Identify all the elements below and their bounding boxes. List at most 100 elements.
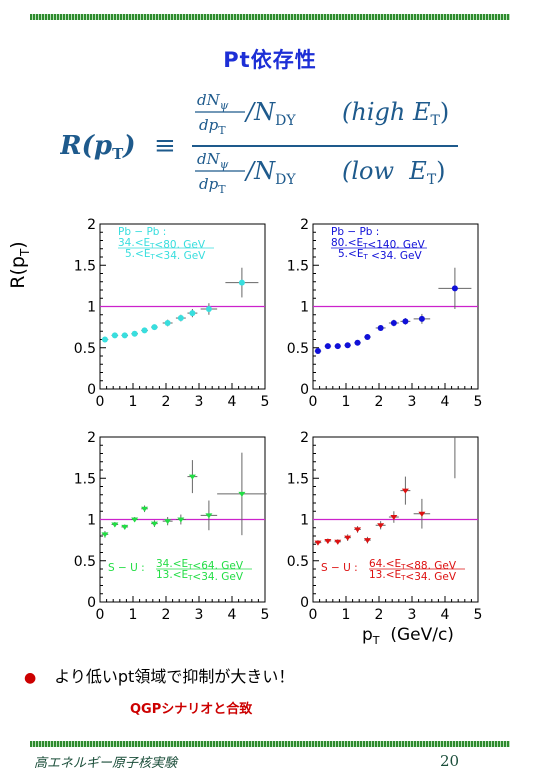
- y-tick-label: 0: [87, 595, 96, 611]
- y-tick-label: 0: [87, 382, 96, 398]
- point-marker: [101, 336, 108, 343]
- point-marker: [314, 348, 321, 355]
- svg-text:dNψ: dNψ: [197, 150, 229, 171]
- data-point: [175, 314, 186, 322]
- pt-ratio-plots: R(pT) pT (GeV/c) 0 1 2 3 4 5 0 0.5 1 1.5 2 Pb − Pb …: [7, 217, 483, 647]
- x-tick-label: 2: [375, 394, 384, 410]
- point-marker: [324, 343, 331, 350]
- ratio-formula: R(pT) ≡ dNψ dpT /NDY (high ET) dNψ dpT /…: [60, 91, 458, 196]
- point-marker: [334, 343, 341, 350]
- y-tick-label: 1: [87, 513, 96, 529]
- svg-text:dpT: dpT: [199, 116, 226, 137]
- point-marker: [364, 334, 371, 341]
- point-marker: [390, 320, 397, 326]
- point-marker: [334, 539, 342, 545]
- data-point: [121, 524, 129, 530]
- point-marker: [418, 511, 426, 517]
- point-marker: [131, 517, 139, 523]
- svg-text:(low ET): (low ET): [342, 157, 446, 188]
- data-point: [187, 308, 198, 318]
- point-marker: [150, 521, 158, 527]
- x-tick-label: 4: [441, 394, 450, 410]
- data-point: [324, 538, 332, 544]
- x-tick-label: 4: [441, 607, 450, 623]
- legend-line: 13.<ET<34. GeV: [369, 569, 457, 583]
- point-marker: [205, 305, 212, 312]
- x-tick-label: 1: [342, 394, 351, 410]
- y-tick-label: 0: [300, 595, 309, 611]
- x-tick-label: 5: [261, 394, 270, 410]
- y-tick-label: 1: [300, 300, 309, 316]
- y-tick-label: 0.5: [287, 554, 309, 570]
- data-point: [324, 343, 332, 350]
- x-tick-label: 4: [228, 394, 237, 410]
- x-tick-label: 5: [474, 394, 483, 410]
- x-tick-label: 2: [162, 394, 171, 410]
- y-tick-label: 0.5: [287, 341, 309, 357]
- y-tick-label: 0.5: [74, 554, 96, 570]
- data-point: [363, 536, 371, 544]
- y-tick-label: 0: [300, 382, 309, 398]
- den-dp-sub: T: [218, 183, 226, 196]
- data-point: [121, 332, 129, 339]
- point-marker: [205, 513, 213, 519]
- formula-equiv: ≡: [154, 131, 176, 161]
- y-axis-label: R(pT): [7, 241, 32, 288]
- num-dn: dN: [197, 91, 221, 109]
- data-point: [141, 505, 149, 513]
- data-point: [217, 452, 267, 536]
- point-marker: [164, 519, 172, 525]
- num-cond-close: ): [440, 98, 449, 126]
- data-point: [388, 511, 399, 523]
- den-dp: dp: [199, 175, 219, 193]
- point-marker: [314, 540, 322, 546]
- data-point: [225, 267, 259, 298]
- point-marker: [238, 491, 246, 497]
- legend-line: 13.<ET<34. GeV: [156, 569, 244, 583]
- data-point: [187, 460, 198, 494]
- chart-panel-4: 0 1 2 3 4 5 0 0.5 1 1.5 2 S − U :64.<ET<88. GeV13.<…: [287, 430, 483, 623]
- point-marker: [344, 535, 352, 541]
- chart-panel-3: 0 1 2 3 4 5 0 0.5 1 1.5 2 S − U :34.<ET<64. GeV13.<…: [74, 430, 270, 623]
- legend-line: Pb − Pb :: [331, 226, 379, 238]
- svg-text:dNψ: dNψ: [197, 91, 229, 112]
- bullet-text: より低いpt領域で抑制が大きい！: [54, 667, 295, 686]
- data-point: [400, 476, 411, 505]
- data-point: [375, 324, 386, 331]
- y-tick-label: 0.5: [74, 341, 96, 357]
- data-point: [200, 303, 218, 315]
- bullet-item: ● より低いpt領域で抑制が大きい！: [24, 663, 294, 687]
- point-marker: [354, 527, 362, 533]
- footer-course-title: 高エネルギー原子核実験: [34, 756, 178, 771]
- point-marker: [111, 522, 119, 528]
- y-tick-label: 1.5: [74, 258, 96, 274]
- svg-text:dpT: dpT: [199, 175, 226, 196]
- point-marker: [188, 474, 196, 480]
- point-marker: [121, 332, 128, 339]
- data-point: [400, 318, 411, 325]
- point-marker: [177, 517, 185, 523]
- point-marker: [164, 320, 171, 326]
- data-point: [354, 339, 361, 346]
- data-point: [131, 330, 138, 337]
- x-tick-label: 3: [195, 394, 204, 410]
- x-tick-label: 1: [129, 394, 138, 410]
- den-cond-sub: T: [427, 172, 437, 188]
- x-tick-label: 5: [261, 607, 270, 623]
- x-tick-label: 3: [195, 607, 204, 623]
- point-marker: [177, 315, 184, 322]
- chart-panel-1: 0 1 2 3 4 5 0 0.5 1 1.5 2 Pb − Pb :34.<ET<80. GeV5.…: [74, 217, 270, 410]
- formula-lhs-sub: T: [112, 145, 124, 163]
- data-point: [375, 521, 386, 530]
- data-point: [354, 526, 362, 533]
- data-point: [344, 342, 351, 349]
- footer-page-number: 20: [440, 752, 460, 770]
- data-point: [314, 540, 322, 546]
- x-tick-label: 0: [96, 394, 105, 410]
- slide-title: Pt依存性: [223, 48, 317, 72]
- bottom-decorative-band: [30, 741, 510, 747]
- point-marker: [401, 488, 409, 494]
